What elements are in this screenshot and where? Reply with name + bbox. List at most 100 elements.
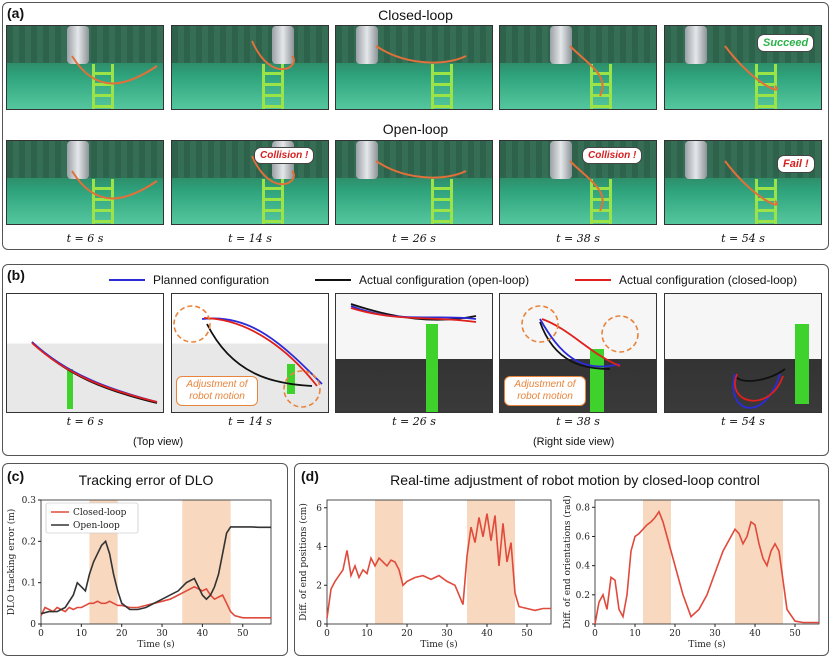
plot-frame: [40, 499, 272, 625]
panel-b-time-label: t = 38 s: [556, 415, 600, 428]
open-loop-photo-3: [335, 140, 493, 225]
robot-arm: [685, 141, 707, 179]
robot-arm: [550, 26, 572, 64]
y-tick-label: 0: [316, 620, 322, 630]
cable-path: [569, 160, 604, 212]
legend-planned: Planned configuration: [109, 273, 269, 287]
highlight-band: [735, 500, 783, 624]
panel-c: (c) Tracking error of DLO 0 10 20 30 40 50 0 0.…: [2, 463, 288, 656]
x-axis-label: Time (s): [688, 639, 725, 650]
series-line-data: [594, 510, 819, 625]
open-loop-photo-2: Collision !: [171, 140, 329, 225]
y-tick-label: 6: [316, 504, 322, 514]
x-tick-label: 50: [789, 629, 801, 639]
panel-d-title: Real-time adjustment of robot motion by …: [390, 472, 760, 488]
dlo-line-planned: [201, 317, 323, 385]
panel-d: (d) Real-time adjustment of robot motion…: [294, 463, 829, 656]
cable-path: [375, 45, 467, 64]
x-tick-label: 20: [669, 629, 681, 639]
dlo-configurations: [31, 341, 158, 409]
robot-arm: [356, 141, 378, 179]
cable-path: [71, 55, 158, 85]
obstacle: [795, 324, 809, 404]
obstacle: [426, 324, 438, 412]
panel-b-time-label: t = 6 s: [66, 415, 104, 428]
panel-a-time-label: t = 54 s: [721, 232, 765, 245]
ladder-obstacle: [92, 64, 114, 109]
dlo-line-planned: [31, 341, 158, 403]
cable: [569, 160, 604, 212]
x-tick-label: 30: [156, 629, 168, 639]
dlo-configurations: [350, 303, 477, 412]
x-tick-label: 40: [481, 629, 493, 639]
simulation-view-1: [6, 293, 164, 413]
panel-a-time-label: t = 6 s: [66, 232, 104, 245]
backdrop: [172, 26, 328, 64]
dlo-configurations: [173, 305, 323, 408]
x-axis-label: Time (s): [420, 639, 457, 650]
top-view-label: (Top view): [133, 436, 184, 448]
x-tick-label: 20: [116, 629, 128, 639]
closed-loop-photo-5: Succeed: [664, 25, 822, 110]
robot-arm: [685, 26, 707, 64]
ladder-obstacle: [590, 179, 612, 224]
cable: [569, 45, 604, 97]
succeed-callout: Succeed: [757, 34, 815, 52]
backdrop: [500, 26, 656, 64]
highlight-band: [182, 500, 231, 624]
chart-c-title: Tracking error of DLO: [78, 472, 214, 488]
collision-callout: Collision !: [254, 147, 315, 164]
y-tick-label: 0.8: [576, 503, 591, 513]
y-tick-label: 2: [316, 581, 322, 591]
cable-path: [71, 170, 158, 200]
legend-swatch-planned: [109, 279, 145, 281]
adjustment-annotation: Adjustment of robot motion: [176, 376, 258, 406]
highlight-band: [643, 500, 671, 624]
x-tick-label: 10: [361, 629, 373, 639]
chart-legend: Closed-loop Open-loop: [45, 502, 139, 534]
dlo-line-open-loop: [206, 323, 313, 387]
robot-arm: [67, 141, 89, 179]
adjustment-annotation: Adjustment of robot motion: [504, 376, 586, 406]
simulation-view-2: Adjustment of robot motion: [171, 293, 329, 413]
adjustment-highlight-circle: [173, 305, 211, 343]
obstacle: [590, 349, 604, 412]
plot-frame: [594, 499, 820, 625]
panel-b-time-label: t = 14 s: [228, 415, 272, 428]
collision-callout: Collision !: [582, 147, 643, 164]
simulation-view-5: [664, 293, 822, 413]
legend-label: Open-loop: [73, 521, 120, 531]
legend-label: Closed-loop: [73, 508, 127, 518]
y-tick-label: 0.2: [576, 591, 590, 601]
obstacle: [287, 364, 295, 394]
cable: [71, 55, 158, 85]
x-tick-label: 40: [197, 629, 209, 639]
x-axis-label: Time (s): [137, 639, 174, 650]
dlo-configurations: [521, 305, 639, 412]
legend-label-open-loop: Actual configuration (open-loop): [359, 273, 530, 287]
ladder-obstacle: [262, 179, 284, 224]
x-tick-label: 20: [401, 629, 413, 639]
x-tick-label: 30: [441, 629, 453, 639]
dlo-line-planned: [539, 318, 621, 368]
open-loop-photo-4: Collision !: [499, 140, 657, 225]
simulation-view-4: Adjustment of robot motion: [499, 293, 657, 413]
dlo-line-closed-loop: [31, 342, 158, 403]
cable: [724, 45, 778, 91]
y-tick-label: 0.3: [22, 496, 37, 506]
x-tick-label: 50: [521, 629, 533, 639]
panel-b-time-label: t = 54 s: [721, 415, 765, 428]
legend-label-closed-loop: Actual configuration (closed-loop): [619, 273, 798, 287]
end-position-diff-chart: 0 10 20 30 40 50 0 2 4 6 Time (s) Diff. of end posi…: [298, 499, 552, 650]
adjustment-highlight-circle: [521, 305, 559, 343]
ladder-obstacle: [92, 179, 114, 224]
open-loop-title: Open-loop: [382, 121, 449, 137]
series-line-closed-loop: [40, 585, 271, 619]
adjustment-highlight-circle: [601, 315, 639, 353]
y-axis-label: Diff. of end orientations (rad): [562, 495, 573, 629]
panel-b-time-label: t = 26 s: [392, 415, 436, 428]
legend-closed-loop: Actual configuration (closed-loop): [575, 273, 797, 287]
cable-path: [251, 40, 295, 71]
cable: [375, 45, 467, 64]
panel-a-label: (a): [7, 5, 25, 21]
